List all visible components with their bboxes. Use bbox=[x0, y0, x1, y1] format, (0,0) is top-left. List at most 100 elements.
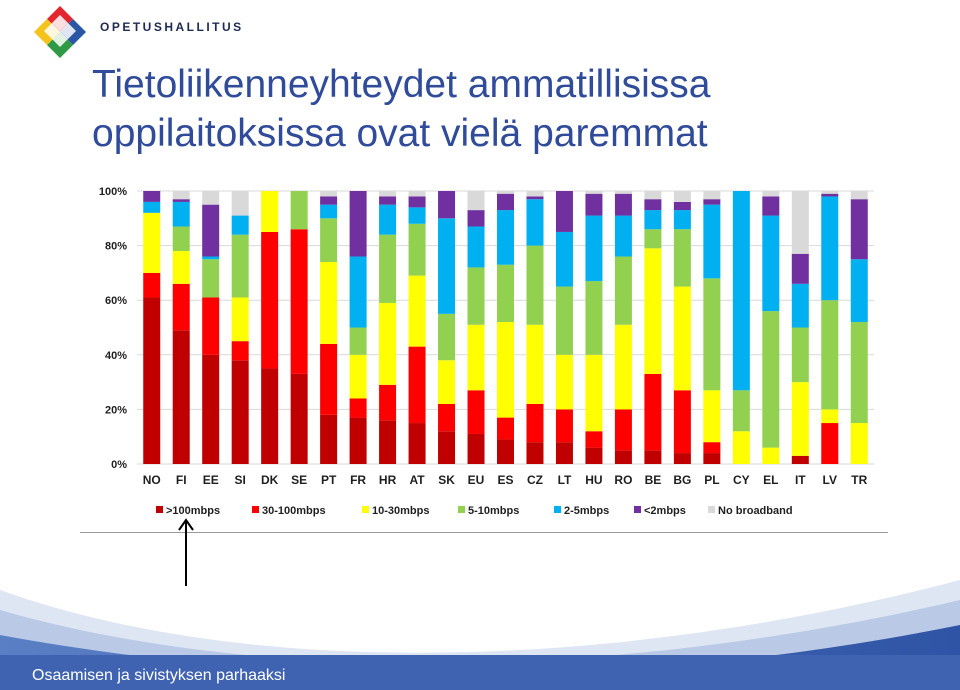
bar-segment bbox=[585, 191, 603, 194]
bar-segment bbox=[526, 196, 544, 200]
bar-segment bbox=[732, 431, 750, 464]
bar-segment bbox=[172, 251, 190, 284]
bar-segment bbox=[379, 191, 397, 197]
bar-segment bbox=[231, 234, 249, 298]
bar-segment bbox=[320, 196, 338, 205]
bar-segment bbox=[821, 191, 839, 194]
broadband-stacked-bar-chart: 0% 20% 40% 60% 80% 100% NO FI EE SI DK SE PT FR HR AT S… bbox=[99, 186, 874, 517]
bar-segment bbox=[320, 191, 338, 197]
bar-segment bbox=[497, 417, 514, 440]
x-axis: NO FI EE SI DK SE PT FR HR AT SK EU ES CZ LT HU RO BE BG PL… bbox=[143, 473, 868, 487]
x-tick-label: EL bbox=[763, 473, 778, 487]
x-tick-label: HU bbox=[585, 473, 602, 487]
bar-segment bbox=[438, 218, 456, 314]
bar-segment bbox=[850, 259, 868, 323]
bar-segment bbox=[673, 210, 691, 230]
bar-segment bbox=[585, 354, 603, 432]
bar-segment bbox=[438, 431, 456, 464]
legend-swatch bbox=[554, 506, 561, 513]
bar-segment bbox=[438, 403, 456, 432]
legend-label: 2-5mbps bbox=[564, 505, 609, 517]
bar-segment bbox=[349, 191, 367, 257]
bar-segment bbox=[231, 297, 249, 342]
bar-segment bbox=[703, 453, 721, 464]
x-tick-label: SK bbox=[438, 473, 455, 487]
x-tick-label: BE bbox=[645, 473, 662, 487]
bar-segment bbox=[202, 191, 220, 205]
bar-segment bbox=[791, 327, 809, 383]
x-tick-label: AT bbox=[410, 473, 426, 487]
bar-segment bbox=[349, 327, 367, 355]
title-line-2: oppilaitoksissa ovat vielä paremmat bbox=[92, 112, 708, 155]
x-tick-label: FI bbox=[176, 473, 187, 487]
bar-segment bbox=[379, 420, 397, 464]
bar-segment bbox=[850, 322, 868, 424]
bar-segment bbox=[408, 191, 426, 197]
bar-segment bbox=[438, 360, 456, 404]
legend-label: 30-100mbps bbox=[262, 505, 326, 517]
bar-segment bbox=[320, 414, 338, 464]
bar-segment bbox=[614, 450, 632, 464]
x-tick-label: HR bbox=[379, 473, 397, 487]
bar-segment bbox=[644, 210, 662, 230]
bar-segment bbox=[408, 223, 426, 276]
bar-segment bbox=[850, 191, 868, 200]
y-tick-label: 0% bbox=[111, 459, 127, 471]
bar-segment bbox=[644, 199, 662, 211]
bar-segment bbox=[526, 191, 544, 197]
bar-segment bbox=[467, 267, 485, 325]
bar-segment bbox=[585, 447, 603, 464]
bar-segment bbox=[555, 354, 573, 410]
x-tick-label: SI bbox=[235, 473, 246, 487]
x-tick-label: EE bbox=[203, 473, 219, 487]
footer-slogan: Osaamisen ja sivistyksen parhaaksi bbox=[32, 667, 286, 684]
bar-segment bbox=[673, 201, 691, 211]
bar-segment bbox=[703, 199, 721, 205]
bar-segment bbox=[703, 204, 721, 279]
bar-segment bbox=[143, 272, 161, 298]
bar-segment bbox=[408, 423, 426, 464]
bar-segment bbox=[438, 191, 456, 219]
bar-segment bbox=[850, 199, 868, 260]
y-tick-label: 20% bbox=[105, 404, 127, 416]
bar-segment bbox=[644, 229, 662, 249]
bar-segment bbox=[349, 354, 367, 399]
bar-segment bbox=[644, 191, 662, 200]
bar-segment bbox=[349, 398, 367, 418]
legend-swatch bbox=[362, 506, 369, 513]
x-tick-label: ES bbox=[497, 473, 513, 487]
x-tick-label: SE bbox=[291, 473, 307, 487]
y-tick-label: 80% bbox=[105, 241, 127, 253]
bar-segment bbox=[467, 324, 485, 391]
bar-segment bbox=[526, 199, 544, 246]
bar-segment bbox=[673, 286, 691, 391]
bar-segment bbox=[467, 433, 485, 464]
bar-segment bbox=[673, 229, 691, 287]
bar-segment bbox=[143, 297, 161, 464]
y-tick-label: 60% bbox=[105, 295, 127, 307]
bar-segment bbox=[526, 442, 544, 464]
bar-segment bbox=[467, 191, 485, 211]
x-tick-label: LT bbox=[558, 473, 572, 487]
bar-segment bbox=[408, 196, 426, 208]
x-tick-label: PL bbox=[704, 473, 719, 487]
x-tick-label: IT bbox=[795, 473, 806, 487]
bar-segment bbox=[614, 193, 632, 216]
bar-segment bbox=[290, 191, 308, 230]
bar-segment bbox=[555, 442, 573, 464]
brand-name: OPETUSHALLITUS bbox=[100, 20, 244, 34]
bar-segment bbox=[614, 409, 632, 451]
bar-segment bbox=[497, 264, 514, 323]
bar-segment bbox=[673, 453, 691, 464]
bar-segment bbox=[172, 191, 190, 200]
chart-legend: >100mbps 30-100mbps 10-30mbps 5-10mbps 2-5mb… bbox=[156, 505, 793, 517]
bar-segment bbox=[821, 300, 839, 410]
legend-swatch bbox=[252, 506, 259, 513]
legend-label: <2mbps bbox=[644, 505, 686, 517]
bar-segment bbox=[290, 373, 308, 464]
bar-segment bbox=[791, 253, 809, 284]
x-tick-label: LV bbox=[823, 473, 837, 487]
bar-segment bbox=[231, 341, 249, 361]
y-axis: 0% 20% 40% 60% 80% 100% bbox=[99, 186, 127, 471]
bar-segment bbox=[585, 281, 603, 355]
